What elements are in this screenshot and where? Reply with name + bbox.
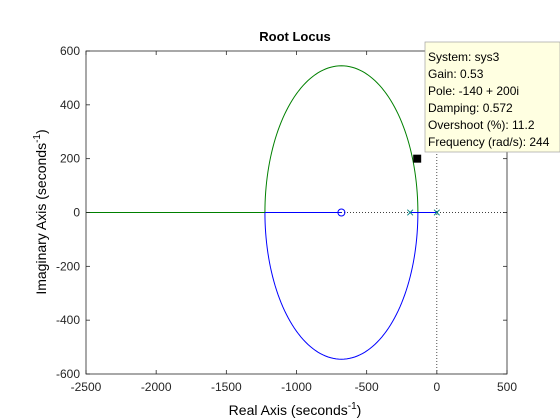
datatip-pole: Pole: -140 + 200i	[428, 84, 519, 98]
y-tick-label: -600	[56, 367, 80, 381]
upper-locus-branch	[264, 65, 419, 213]
zero-marker-0[interactable]	[337, 208, 346, 217]
selected-locus-point[interactable]	[413, 154, 422, 163]
y-tick-label: -400	[56, 313, 80, 327]
x-axis-label-main: Real Axis (seconds	[229, 402, 348, 418]
datatip-overshoot: Overshoot (%): 11.2	[428, 118, 535, 132]
x-axis-label-tail: )	[357, 402, 362, 418]
x-axis-label-superscript: -1	[348, 401, 357, 412]
lower-locus-branch	[264, 212, 419, 360]
datatip-damping: Damping: 0.572	[428, 101, 513, 115]
y-tick-label: 400	[60, 98, 80, 112]
pole-zero-markers	[337, 208, 440, 217]
datatip-frequency: Frequency (rad/s): 244	[428, 135, 550, 149]
y-tick-label: 0	[73, 206, 80, 220]
y-axis-label: Imaginary Axis (seconds-1)	[32, 129, 49, 294]
pole-marker-0[interactable]	[407, 209, 414, 216]
x-tick-label: -1000	[281, 380, 312, 394]
x-tick-label: 0	[433, 380, 440, 394]
y-tick-label: 600	[60, 44, 80, 58]
x-axis-label: Real Axis (seconds-1)	[229, 401, 362, 418]
y-tick-label: -200	[56, 259, 80, 273]
y-tick-label: 200	[60, 152, 80, 166]
y-axis-label-superscript: -1	[32, 134, 43, 143]
pole-marker-1[interactable]	[433, 209, 440, 216]
datatip-box	[424, 41, 560, 153]
x-tick-label: 500	[497, 380, 517, 394]
x-axis-ticks: -2500 -2000 -1500 -1000 -500 0 500	[71, 51, 517, 394]
x-tick-label: -2500	[71, 380, 102, 394]
chart-title: Root Locus	[259, 29, 331, 44]
x-tick-label: -2000	[141, 380, 172, 394]
y-axis-label-tail: )	[33, 129, 49, 134]
datatip-gain: Gain: 0.53	[428, 67, 484, 81]
y-axis-ticks: -600 -400 -200 0 200 400 600	[56, 44, 507, 381]
datatip[interactable]: System: sys3 Gain: 0.53 Pole: -140 + 200…	[424, 41, 560, 153]
y-axis-label-main: Imaginary Axis (seconds	[33, 143, 49, 295]
x-tick-label: -1500	[211, 380, 242, 394]
x-tick-label: -500	[355, 380, 379, 394]
datatip-system: System: sys3	[428, 50, 500, 64]
